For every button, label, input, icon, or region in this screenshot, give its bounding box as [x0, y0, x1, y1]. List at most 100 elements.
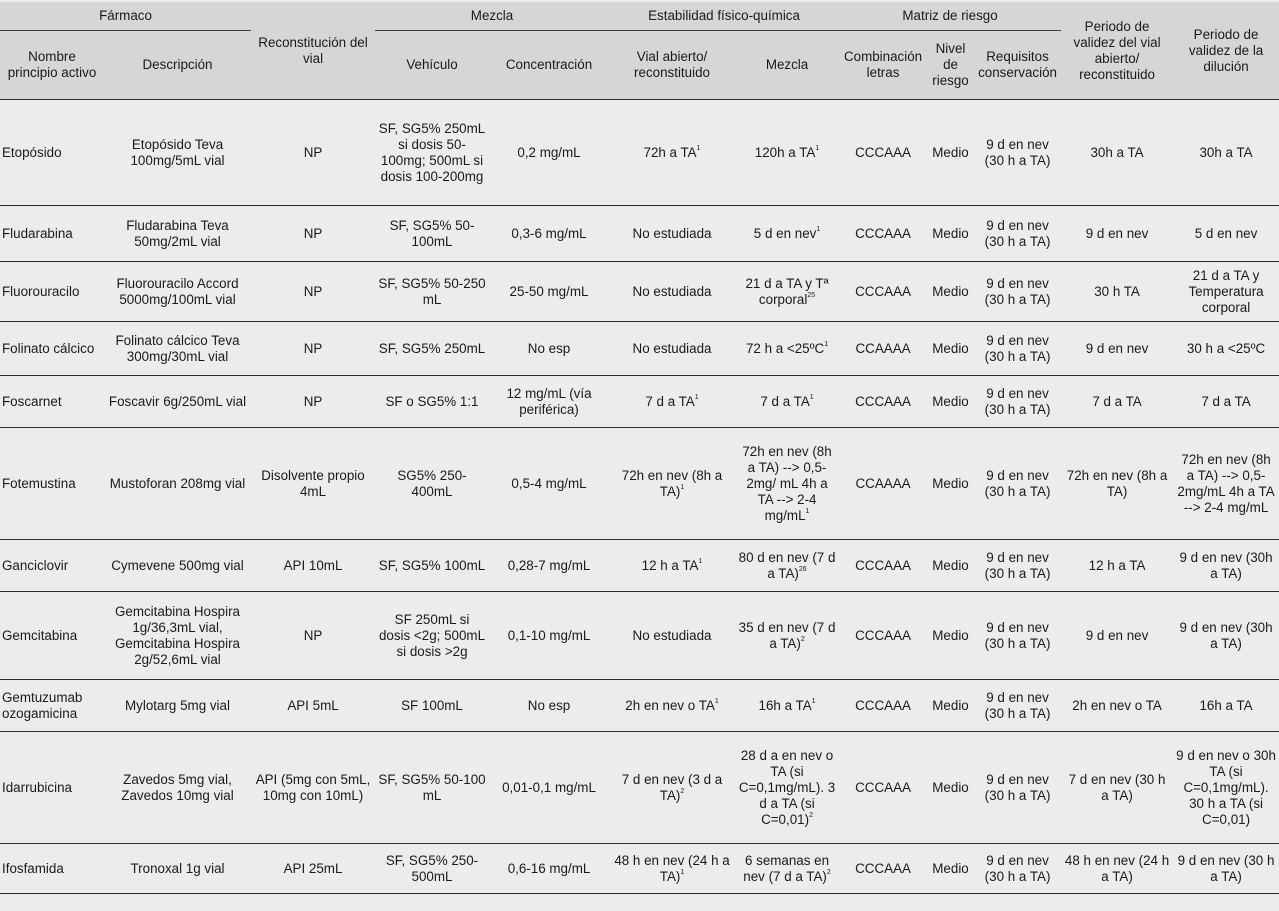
description-cell-text: Cymevene 500mg vial [111, 557, 244, 573]
storage-requirements-cell: 9 d en nev (30 h a TA) [974, 843, 1062, 894]
vial-validity-cell-text: 2h en nev o TA [1072, 697, 1162, 713]
mixture-stability-cell-text: 16h a TA [758, 697, 812, 713]
letter-combination-cell-text: CCCAAA [855, 697, 911, 713]
vial-validity-cell-text: 9 d en nev [1085, 340, 1149, 356]
letter-combination-cell: CCCAAA [839, 679, 928, 732]
description-cell-text: Foscavir 6g/250mL vial [108, 393, 247, 409]
open-vial-stability-cell: No estudiada [609, 261, 736, 322]
reference-superscript: 1 [809, 393, 814, 401]
dilution-validity-cell-text: 21 d a TA y Temperatura corporal [1188, 267, 1264, 315]
table-row: Etopósido Etopósido Teva 100mg/5mL vial NP… [0, 99, 1279, 206]
concentration-cell-text: 0,01-0,1 mg/mL [502, 779, 596, 795]
reconstitution-cell-text: NP [303, 144, 323, 160]
table-row: Foscarnet Foscavir 6g/250mL vial NP SF o SG… [0, 375, 1279, 428]
header-periodo-vial: Periodo de validez del vial abierto/ rec… [1061, 2, 1174, 100]
stability-table: Fármaco Reconstitución del vial Mezcla E… [0, 2, 1279, 894]
vehicle-cell-text: SF, SG5% 250mL si dosis 50-100mg; 500mL … [378, 120, 486, 184]
reconstitution-cell: NP [251, 205, 375, 262]
risk-level-cell: Medio [927, 679, 975, 732]
reference-superscript: 1 [696, 144, 701, 152]
concentration-cell: 25-50 mg/mL [489, 261, 610, 322]
vehicle-cell: SF, SG5% 250mL si dosis 50-100mg; 500mL … [375, 99, 489, 206]
vehicle-cell-text: SF, SG5% 50-100 mL [378, 771, 486, 803]
table-row: Fotemustina Mustoforan 208mg vial Disolven… [0, 427, 1279, 540]
vehicle-cell-text: SF o SG5% 1:1 [385, 393, 479, 409]
open-vial-stability-cell-text: 72h en nev (8h a TA) [621, 467, 723, 499]
dilution-validity-cell-text: 9 d en nev (30 h a TA) [1177, 852, 1275, 884]
concentration-cell: 0,2 mg/mL [489, 99, 610, 206]
description-cell: Zavedos 5mg vial, Zavedos 10mg vial [104, 731, 251, 844]
concentration-cell: 0,1-10 mg/mL [489, 591, 610, 680]
reconstitution-cell-text: API (5mg con 5mL, 10mg con 10mL) [255, 771, 371, 803]
vial-validity-cell-text: 30 h TA [1094, 283, 1140, 299]
concentration-cell: 0,01-0,1 mg/mL [489, 731, 610, 844]
risk-level-cell: Medio [927, 591, 975, 680]
drug-name-cell: Idarrubicina [0, 731, 104, 844]
vial-validity-cell: 2h en nev o TA [1061, 679, 1174, 732]
letter-combination-cell-text: CCCAAA [855, 860, 911, 876]
mixture-stability-cell: 72h en nev (8h a TA) --> 0,5-2mg/ mL 4h … [735, 427, 840, 540]
mixture-stability-cell: 72 h a <25ºC1 [735, 321, 840, 376]
reconstitution-cell-text: NP [303, 340, 323, 356]
drug-name-cell: Etopósido [0, 99, 104, 206]
letter-combination-cell-text: CCCAAA [855, 557, 911, 573]
concentration-cell-text: 0,2 mg/mL [517, 144, 581, 160]
description-cell: Tronoxal 1g vial [104, 843, 251, 894]
risk-level-cell-text: Medio [932, 557, 969, 573]
storage-requirements-cell-text: 9 d en nev (30 h a TA) [984, 136, 1051, 168]
description-cell-text: Fludarabina Teva 50mg/2mL vial [126, 217, 229, 249]
reference-superscript: 1 [680, 868, 685, 876]
risk-level-cell-text: Medio [932, 779, 969, 795]
open-vial-stability-cell-text: No estudiada [632, 225, 712, 241]
storage-requirements-cell-text: 9 d en nev (30 h a TA) [984, 771, 1051, 803]
reference-superscript: 1 [698, 557, 703, 565]
mixture-stability-cell-text: 5 d en nev [753, 225, 817, 241]
dilution-validity-cell-text: 16h a TA [1199, 697, 1253, 713]
header-descripcion: Descripción [104, 30, 251, 100]
storage-requirements-cell: 9 d en nev (30 h a TA) [974, 261, 1062, 322]
drug-name-cell: Fluorouracilo [0, 261, 104, 322]
dilution-validity-cell-text: 9 d en nev (30h a TA) [1179, 549, 1273, 581]
vial-validity-cell-text: 12 h a TA [1088, 557, 1146, 573]
letter-combination-cell: CCCAAA [839, 261, 928, 322]
drug-name-cell: Fludarabina [0, 205, 104, 262]
vial-validity-cell-text: 7 d a TA [1092, 393, 1142, 409]
mixture-stability-cell: 16h a TA1 [735, 679, 840, 732]
drug-name-cell-text: Gemcitabina [2, 627, 78, 643]
concentration-cell: 0,3-6 mg/mL [489, 205, 610, 262]
description-cell-text: Etopósido Teva 100mg/5mL vial [130, 136, 225, 168]
storage-requirements-cell: 9 d en nev (30 h a TA) [974, 679, 1062, 732]
vehicle-cell: SG5% 250-400mL [375, 427, 489, 540]
risk-level-cell: Medio [927, 99, 975, 206]
risk-level-cell: Medio [927, 261, 975, 322]
mixture-stability-cell-text: 35 d en nev (7 d a TA) [738, 619, 836, 651]
dilution-validity-cell-text: 9 d en nev o 30h TA (si C=0,1mg/mL). 30 … [1176, 747, 1276, 827]
vial-validity-cell: 7 d a TA [1061, 375, 1174, 428]
storage-requirements-cell-text: 9 d en nev (30 h a TA) [984, 275, 1051, 307]
risk-level-cell: Medio [927, 321, 975, 376]
mixture-stability-cell-text: 7 d a TA [760, 393, 810, 409]
vial-validity-cell: 7 d en nev (30 h a TA) [1061, 731, 1174, 844]
drug-name-cell-text: Ganciclovir [2, 557, 69, 573]
description-cell-text: Gemcitabina Hospira 1g/36,3mL vial, Gemc… [114, 603, 241, 667]
drug-name-cell-text: Ifosfamida [2, 860, 64, 876]
description-cell-text: Mustoforan 208mg vial [109, 475, 246, 491]
letter-combination-cell: CCCAAA [839, 843, 928, 894]
description-cell-text: Tronoxal 1g vial [130, 860, 225, 876]
concentration-cell: 0,6-16 mg/mL [489, 843, 610, 894]
storage-requirements-cell-text: 9 d en nev (30 h a TA) [984, 689, 1051, 721]
vehicle-cell-text: SF, SG5% 250-500mL [385, 852, 479, 884]
concentration-cell-text: No esp [527, 697, 571, 713]
drug-name-cell-text: Folinato cálcico [2, 340, 95, 356]
open-vial-stability-cell-text: 2h en nev o TA [625, 697, 715, 713]
open-vial-stability-cell: 72h en nev (8h a TA)1 [609, 427, 736, 540]
risk-level-cell-text: Medio [932, 393, 969, 409]
reference-superscript: 1 [680, 483, 685, 491]
mixture-stability-cell: 21 d a TA y Tª corporal25 [735, 261, 840, 322]
concentration-cell: 0,5-4 mg/mL [489, 427, 610, 540]
header-nombre: Nombre principio activo [0, 30, 104, 100]
risk-level-cell-text: Medio [932, 144, 969, 160]
mixture-stability-cell: 80 d en nev (7 d a TA)26 [735, 539, 840, 592]
vehicle-cell: SF, SG5% 250-500mL [375, 843, 489, 894]
vehicle-cell: SF, SG5% 50-100 mL [375, 731, 489, 844]
